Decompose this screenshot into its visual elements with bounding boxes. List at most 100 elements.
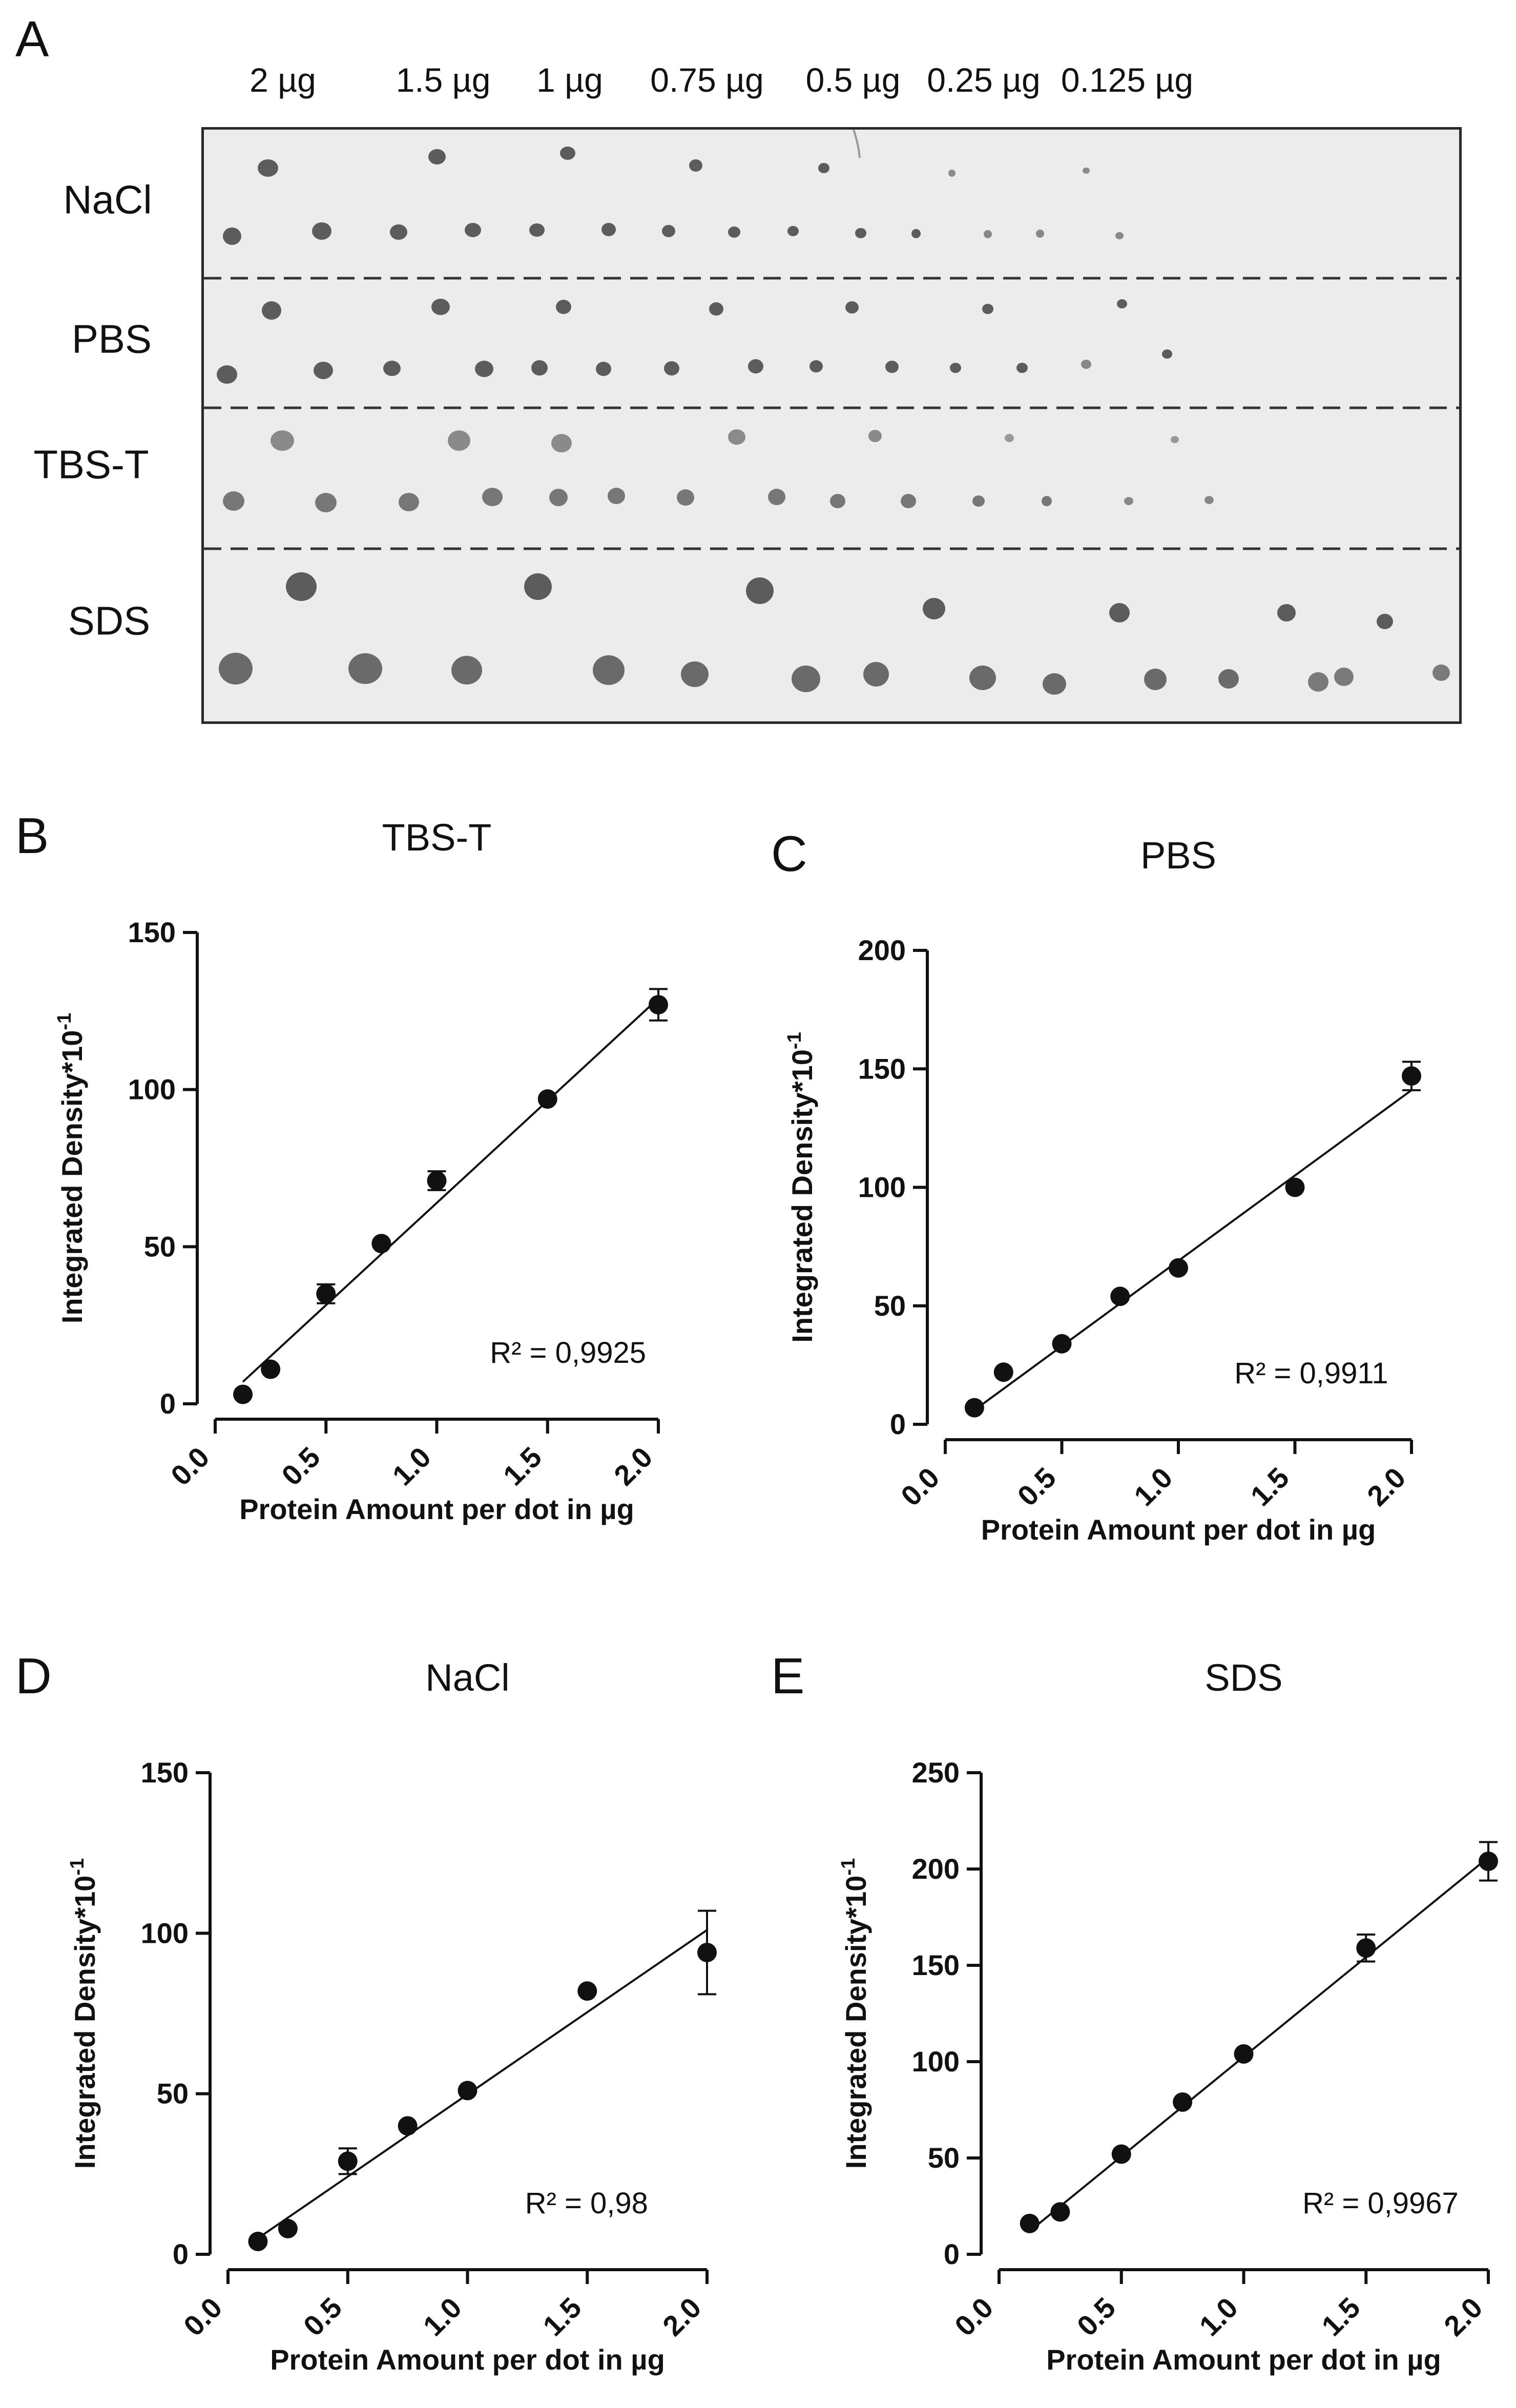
data-point — [371, 1234, 391, 1254]
y-tick-label: 0 — [173, 2238, 189, 2270]
y-tick-label: 50 — [874, 1290, 906, 1322]
blot-dot — [911, 229, 921, 238]
x-tick-label: 1.0 — [417, 2291, 468, 2342]
blot-dots — [217, 147, 1450, 695]
blot-dot — [689, 159, 702, 172]
blot-dot — [984, 230, 992, 238]
blot-dot — [1334, 668, 1354, 686]
regression-line — [242, 998, 659, 1383]
dot-blot-membrane — [201, 127, 1462, 724]
blot-dot — [885, 361, 899, 373]
x-tick-label: 0.0 — [948, 2291, 1000, 2342]
data-point — [1111, 2144, 1131, 2164]
y-tick-label: 150 — [128, 916, 176, 948]
y-axis-label-text: Integrated Density*10 — [840, 1876, 872, 2169]
blot-dot — [1308, 672, 1328, 692]
data-point — [649, 995, 668, 1015]
data-point — [338, 2151, 358, 2171]
chart-title: TBS-T — [382, 816, 492, 859]
x-tick-label: 1.0 — [386, 1441, 437, 1492]
y-axis-label: Integrated Density*10-1 — [838, 1858, 872, 2169]
blot-dot — [312, 222, 331, 240]
y-tick-label: 150 — [141, 1756, 189, 1789]
blot-dot — [223, 491, 244, 511]
blot-dot — [972, 495, 985, 507]
blot-dot — [475, 361, 493, 377]
blot-dot — [948, 170, 956, 177]
chart-title: NaCl — [425, 1656, 509, 1699]
x-tick-label: 1.5 — [536, 2291, 588, 2342]
data-point — [1402, 1066, 1421, 1086]
y-tick-label: 100 — [858, 1171, 906, 1203]
blot-dot — [608, 488, 625, 504]
blot-dot — [1005, 434, 1014, 442]
blot-dot — [855, 228, 866, 238]
x-tick-label: 2.0 — [1361, 1461, 1412, 1512]
blot-dot — [1162, 349, 1172, 359]
blot-dot — [451, 656, 482, 684]
x-tick-label: 0.5 — [1011, 1461, 1062, 1512]
blot-dot — [1081, 360, 1091, 369]
blot-dot — [258, 159, 278, 177]
blot-dot — [950, 363, 961, 373]
blot-dot — [1218, 669, 1239, 689]
blot-dot — [348, 653, 382, 684]
data-point — [1173, 2092, 1193, 2112]
data-point — [577, 1981, 597, 2001]
amount-label-0-25ug: 0.25 µg — [927, 61, 1041, 99]
y-tick-label: 200 — [858, 934, 906, 966]
x-tick-label: 1.5 — [497, 1441, 548, 1492]
y-axis-label-superscript: -1 — [67, 1858, 88, 1876]
panel-letter: E — [771, 1648, 804, 1704]
chart-title: SDS — [1205, 1656, 1282, 1699]
data-point — [458, 2081, 477, 2101]
blot-dot — [399, 493, 419, 511]
blot-dot — [601, 223, 616, 236]
data-point — [537, 1089, 557, 1109]
y-tick-label: 200 — [912, 1853, 960, 1885]
blot-dot — [1377, 614, 1393, 629]
blot-dot — [748, 359, 763, 373]
regression-line — [973, 1089, 1413, 1411]
blot-dot — [787, 226, 799, 236]
chart-title: PBS — [1140, 834, 1216, 877]
regression-line — [257, 1929, 708, 2239]
blot-dot — [728, 226, 740, 238]
y-tick-label: 100 — [141, 1917, 189, 1949]
blot-dot — [709, 302, 723, 316]
blot-dot — [217, 365, 237, 384]
dot-blot-image — [204, 130, 1459, 695]
data-point — [278, 2218, 298, 2238]
blot-dot — [390, 224, 407, 240]
data-point — [316, 1284, 336, 1304]
blot-dot — [1144, 669, 1167, 690]
row-label-pbs: PBS — [71, 316, 152, 362]
data-point — [1020, 2213, 1040, 2233]
y-tick-label: 150 — [858, 1052, 906, 1085]
blot-dot — [1124, 497, 1133, 505]
blot-dot — [1432, 665, 1450, 681]
blot-dot — [818, 163, 829, 173]
x-tick-label: 0.0 — [177, 2291, 229, 2342]
x-axis-label: Protein Amount per dot in µg — [239, 1493, 634, 1525]
y-axis-label: Integrated Density*10-1 — [784, 1032, 818, 1342]
data-point — [1234, 2044, 1254, 2064]
data-point — [248, 2231, 268, 2251]
blot-dot — [383, 361, 401, 376]
y-tick-label: 50 — [144, 1230, 176, 1262]
x-tick-label: 2.0 — [1438, 2291, 1489, 2342]
x-tick-label: 0.5 — [297, 2291, 348, 2342]
y-tick-label: 100 — [128, 1073, 176, 1106]
y-tick-label: 50 — [157, 2078, 189, 2110]
blot-dot — [315, 493, 337, 512]
amount-label-0-75ug: 0.75 µg — [650, 61, 764, 99]
blot-dot — [768, 489, 785, 505]
row-label-sds: SDS — [68, 598, 151, 643]
blot-dot — [677, 489, 694, 506]
y-tick-label: 150 — [912, 1949, 960, 1981]
blot-dot — [448, 430, 470, 451]
x-tick-label: 2.0 — [656, 2291, 708, 2342]
amount-label-2ug: 2 µg — [250, 61, 316, 99]
